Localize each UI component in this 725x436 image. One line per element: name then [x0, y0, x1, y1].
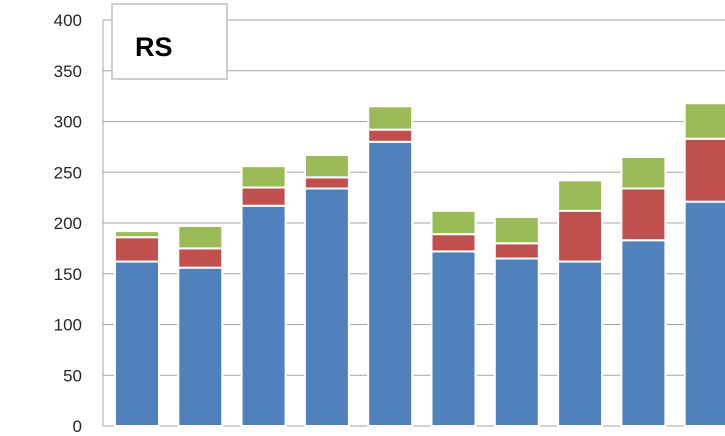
bar-segment-series-1 — [493, 257, 540, 427]
bar-segment-series-2 — [367, 128, 414, 143]
bar-segment-series-3 — [430, 209, 477, 236]
bar-segment-series-2 — [683, 137, 725, 203]
bar-segment-series-1 — [557, 260, 604, 427]
y-tick-label: 400 — [54, 11, 82, 30]
bar-segment-series-3 — [114, 230, 160, 239]
bar-segment-series-3 — [683, 102, 725, 140]
y-tick-label: 0 — [73, 417, 82, 436]
chart-title: RS — [135, 32, 173, 62]
y-tick-label: 100 — [54, 316, 82, 335]
bar-segment-series-1 — [367, 140, 414, 428]
bar-segment-series-1 — [240, 204, 287, 427]
bar-segment-series-2 — [240, 186, 287, 207]
bar-segment-series-3 — [557, 179, 604, 212]
bar-segment-series-2 — [114, 236, 160, 263]
bar-segment-series-2 — [557, 209, 604, 263]
bars — [114, 102, 725, 428]
title-border — [111, 3, 228, 80]
bar-segment-series-1 — [683, 200, 725, 427]
y-tick-label: 150 — [54, 265, 82, 284]
bar-segment-series-1 — [620, 239, 667, 427]
bar-segment-series-3 — [303, 153, 350, 179]
bar-segment-series-3 — [240, 165, 287, 189]
y-tick-labels: 0 50 100 150 200 250 300 350 400 — [54, 11, 82, 436]
bar-segment-series-1 — [177, 266, 224, 427]
y-tick-label: 350 — [54, 62, 82, 81]
y-tick-label: 200 — [54, 214, 82, 233]
bar-segment-series-3 — [367, 105, 414, 131]
bar-segment-series-2 — [303, 176, 350, 190]
bar-segment-series-2 — [430, 233, 477, 253]
bar-segment-series-3 — [620, 156, 667, 190]
bar-segment-series-3 — [493, 215, 540, 245]
y-tick-label: 300 — [54, 113, 82, 132]
bar-segment-series-1 — [303, 187, 350, 427]
bar-segment-series-3 — [177, 225, 224, 250]
y-tick-label: 50 — [63, 366, 82, 385]
bar-segment-series-2 — [493, 242, 540, 260]
bar-segment-series-1 — [430, 250, 477, 427]
bar-segment-series-1 — [114, 260, 160, 427]
chart-title-box: RS — [111, 3, 228, 80]
bar-segment-series-2 — [177, 247, 224, 269]
bar-segment-series-2 — [620, 187, 667, 242]
y-tick-label: 250 — [54, 163, 82, 182]
